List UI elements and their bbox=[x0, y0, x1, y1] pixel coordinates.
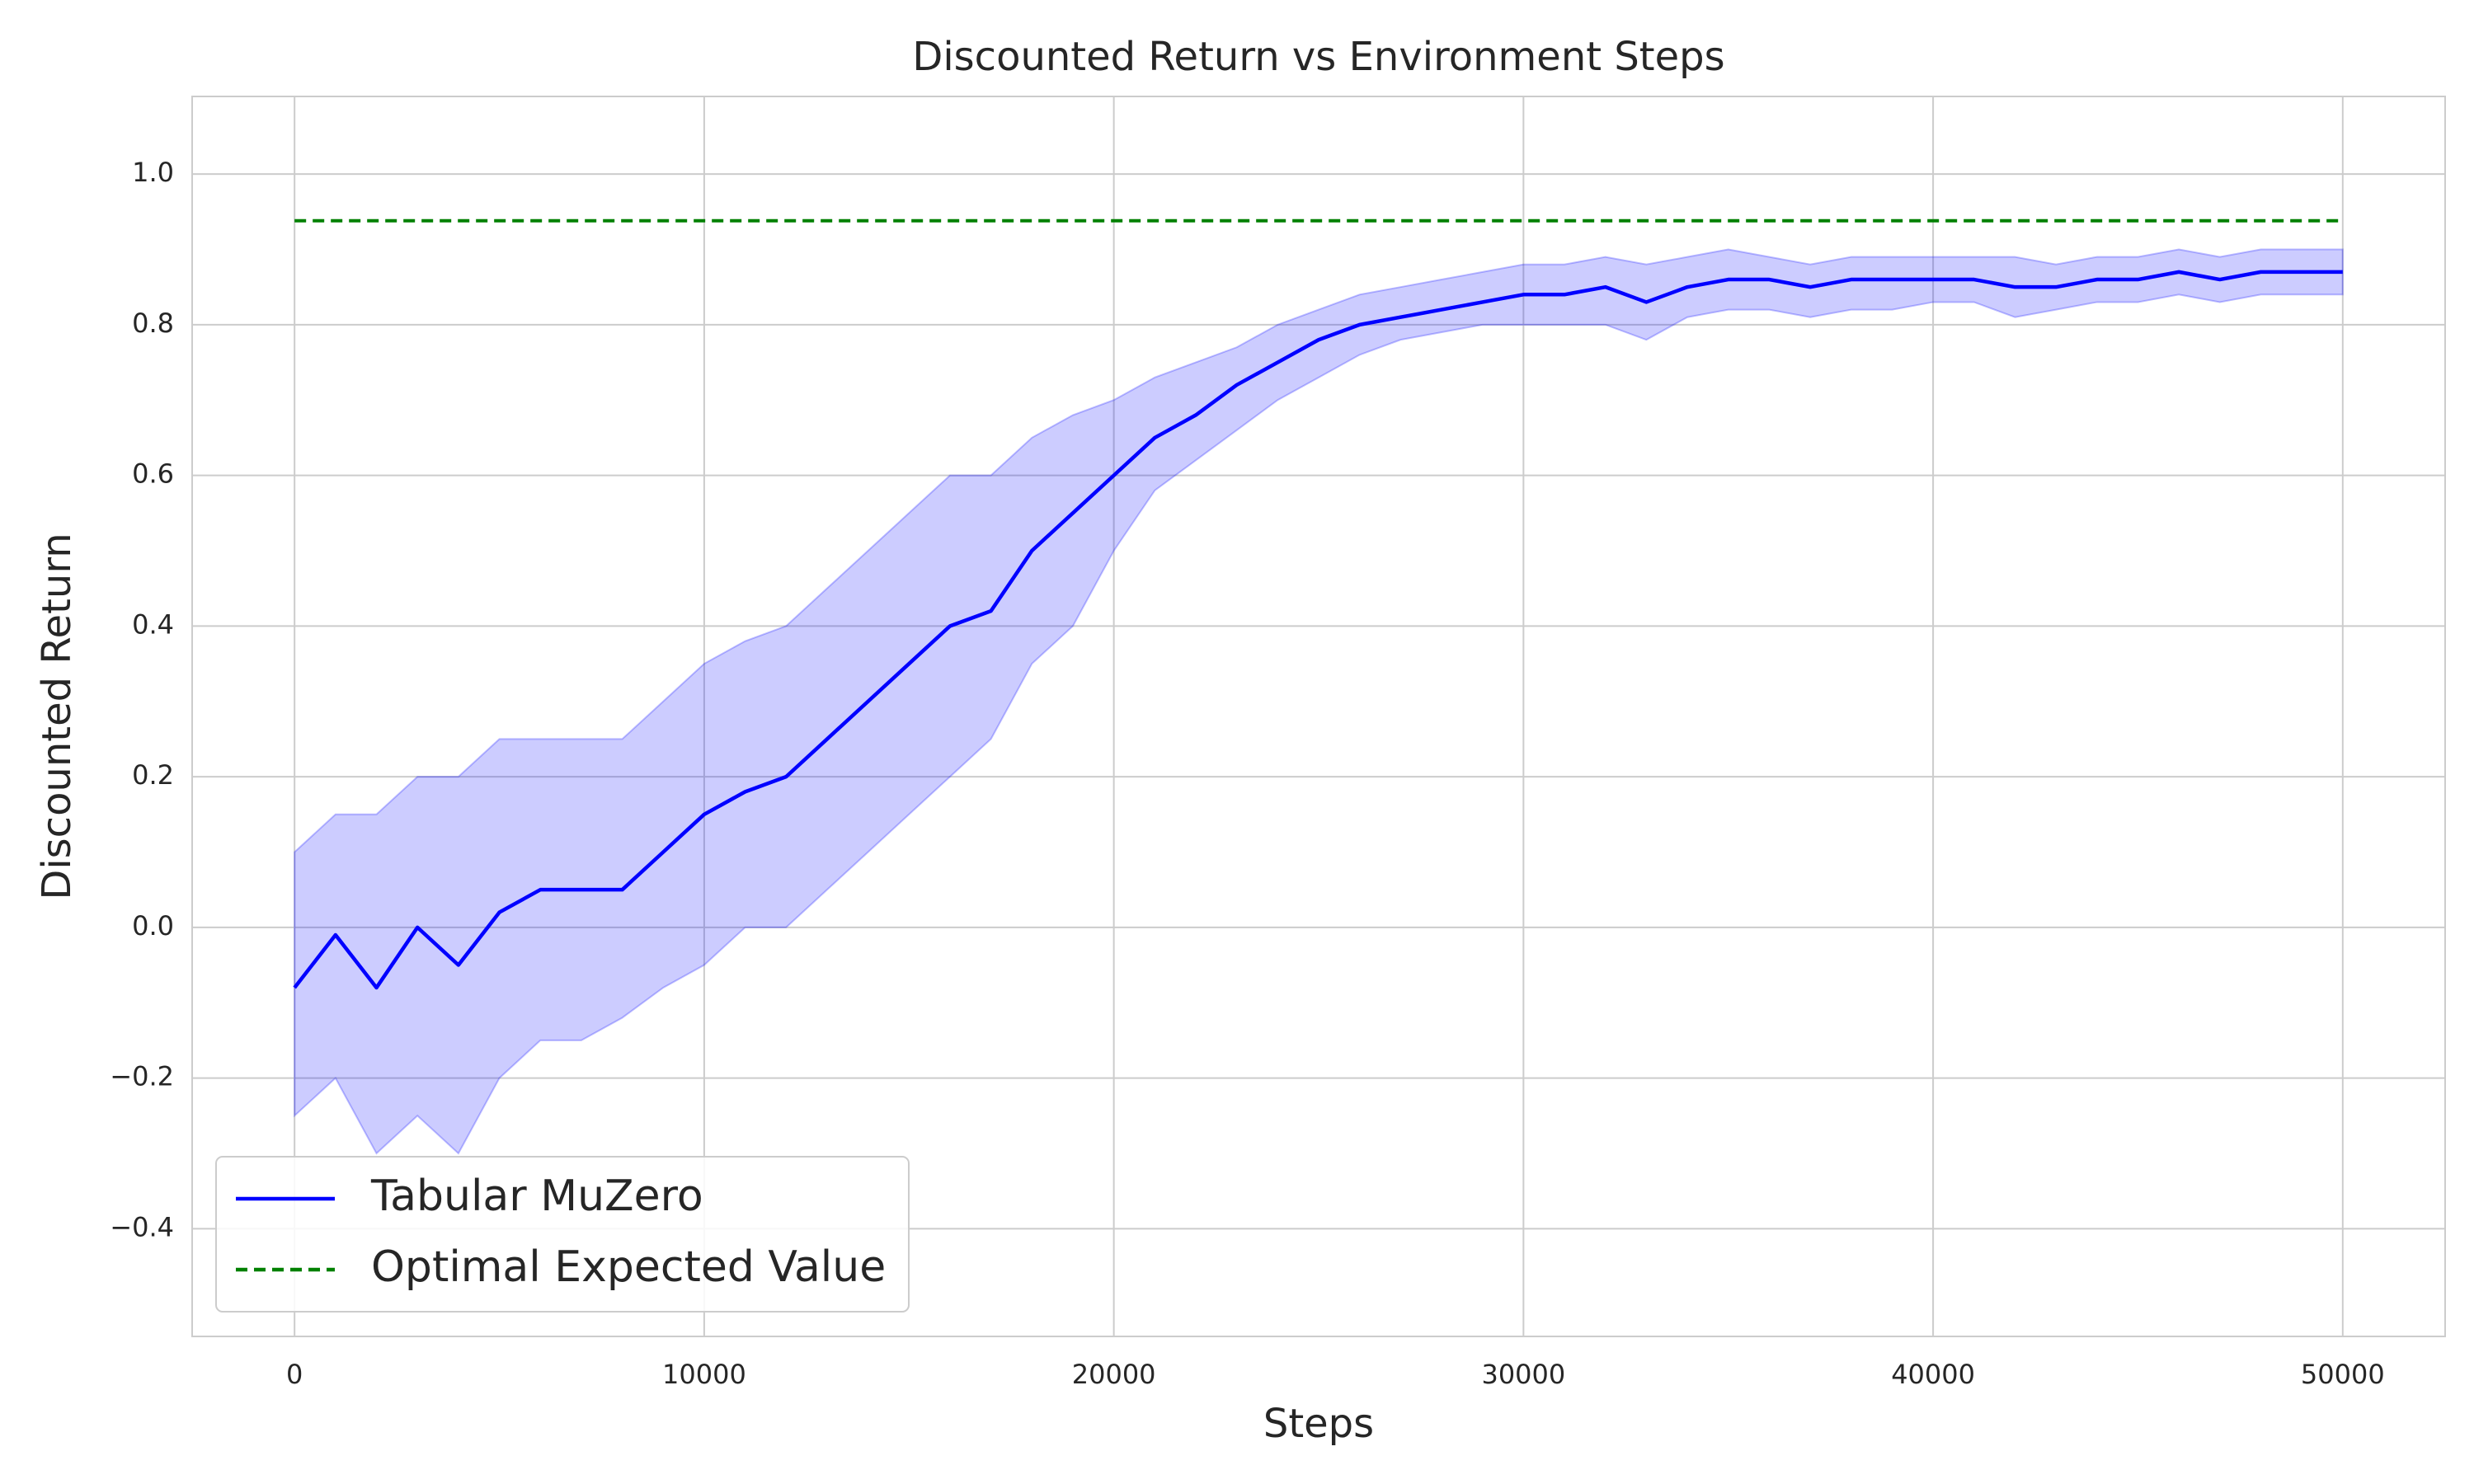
y-tick-label: −0.2 bbox=[110, 1061, 174, 1092]
chart-title: Discounted Return vs Environment Steps bbox=[912, 34, 1724, 80]
x-tick-label: 40000 bbox=[1891, 1359, 1975, 1390]
x-tick-label: 50000 bbox=[2301, 1359, 2385, 1390]
grid bbox=[192, 96, 2445, 1336]
x-axis-label: Steps bbox=[1263, 1401, 1374, 1447]
legend-box bbox=[215, 1156, 910, 1313]
legend: Tabular MuZero Optimal Expected Value bbox=[215, 1156, 910, 1313]
y-tick-label: −0.4 bbox=[110, 1211, 174, 1242]
y-tick-label: 0.4 bbox=[132, 608, 174, 640]
y-tick-label: 0.8 bbox=[132, 308, 174, 339]
y-axis-label: Discounted Return bbox=[34, 533, 80, 899]
series-line bbox=[293, 270, 2343, 990]
x-tick-label: 0 bbox=[286, 1359, 303, 1390]
y-tick-label: 0.6 bbox=[132, 458, 174, 490]
x-tick-label: 30000 bbox=[1481, 1359, 1565, 1390]
plot-frame bbox=[191, 96, 2446, 1337]
y-tick-label: 0.2 bbox=[132, 759, 174, 791]
labels: 0 10000 20000 30000 40000 50000 −0.4 −0.2 0.0 0.2… bbox=[110, 157, 2384, 1390]
legend-label: Tabular MuZero bbox=[370, 1172, 703, 1221]
y-tick-label: 1.0 bbox=[132, 157, 174, 188]
legend-label: Optimal Expected Value bbox=[371, 1242, 886, 1292]
x-tick-label: 10000 bbox=[662, 1359, 746, 1390]
y-tick-label: 0.0 bbox=[132, 910, 174, 942]
marks bbox=[293, 218, 2344, 1155]
x-tick-label: 20000 bbox=[1072, 1359, 1156, 1390]
confidence-band bbox=[294, 248, 2344, 1155]
